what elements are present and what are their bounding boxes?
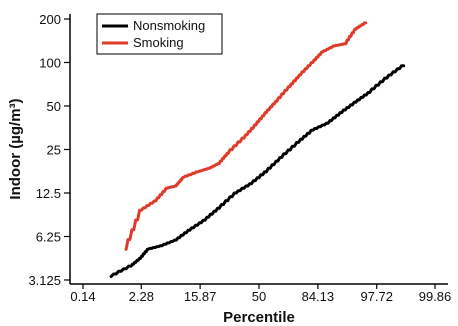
x-tick-label: 84.13 — [302, 289, 335, 304]
legend: Nonsmoking Smoking — [96, 13, 223, 55]
y-tick-label: 3.125 — [28, 273, 61, 288]
series-line-smoking — [124, 21, 368, 251]
legend-smoking-label: Smoking — [133, 35, 184, 50]
legend-box — [96, 13, 223, 55]
x-tick-label: 0.14 — [70, 289, 95, 304]
x-tick-label: 2.28 — [129, 289, 154, 304]
x-tick-label: 99.86 — [419, 289, 452, 304]
x-axis-title: Percentile — [223, 309, 295, 326]
y-ticks: 200 100 50 25 12.5 6.25 3.125 — [28, 12, 70, 288]
series-line-nonsmoking — [109, 64, 406, 279]
x-ticks: 0.14 2.28 15.87 50 84.13 97.72 99.86 — [70, 284, 451, 304]
y-tick-label: 6.25 — [36, 230, 61, 245]
x-tick-label: 15.87 — [184, 289, 217, 304]
x-tick-label: 97.72 — [360, 289, 393, 304]
x-tick-label: 50 — [252, 289, 266, 304]
y-tick-label: 12.5 — [36, 186, 61, 201]
y-tick-label: 200 — [39, 12, 61, 27]
y-tick-label: 50 — [47, 99, 61, 114]
y-tick-label: 25 — [47, 143, 61, 158]
legend-nonsmoking-label: Nonsmoking — [133, 18, 205, 33]
y-tick-label: 100 — [39, 56, 61, 71]
series-layer — [109, 21, 406, 279]
y-axis-title: Indoor (µg/m³) — [7, 98, 24, 199]
